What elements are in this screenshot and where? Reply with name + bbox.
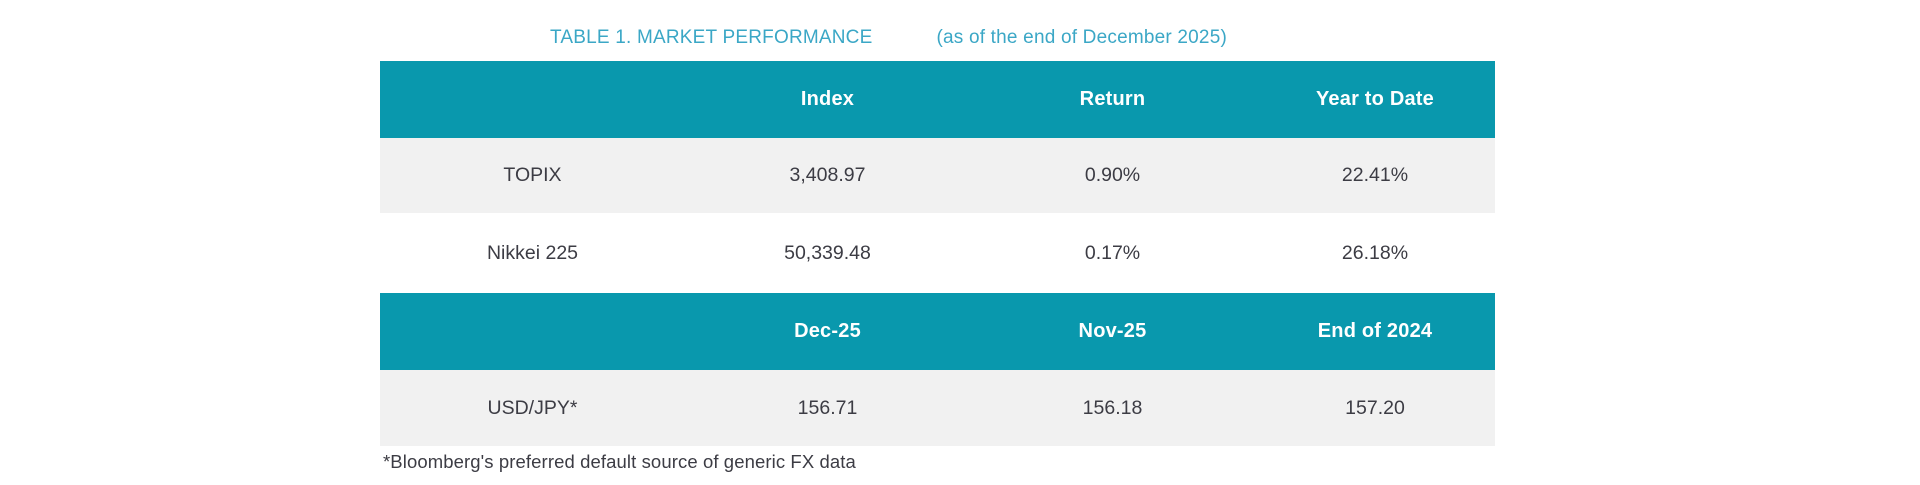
- index-header-return: Return: [1079, 88, 1146, 110]
- fx-header-empty: [380, 293, 685, 370]
- table-row-nikkei: Nikkei 225 50,339.48 0.17% 26.18%: [380, 213, 1495, 293]
- table-row-usdjpy: USD/JPY* 156.71 156.18 157.20: [380, 370, 1495, 446]
- cell-nov25-value: 156.18: [1082, 396, 1143, 419]
- row-label: USD/JPY*: [487, 396, 578, 419]
- cell-return-value: 0.17%: [1084, 241, 1141, 264]
- fx-header-nov25: Nov-25: [1078, 320, 1147, 342]
- table-title-main: TABLE 1. MARKET PERFORMANCE: [550, 27, 873, 48]
- market-performance-table: Index Return Year to Date TOPIX 3,408.97…: [380, 61, 1495, 446]
- table-title: TABLE 1. MARKET PERFORMANCE (as of the e…: [550, 26, 1227, 50]
- fx-header-dec25: Dec-25: [794, 320, 861, 342]
- cell-ytd-value: 26.18%: [1341, 241, 1409, 264]
- row-label: TOPIX: [503, 164, 562, 186]
- cell-return-value: 0.90%: [1084, 164, 1141, 186]
- table-title-asof: (as of the end of December 2025): [936, 27, 1227, 48]
- cell-end2024-value: 157.20: [1345, 396, 1405, 419]
- index-table-header-row: Index Return Year to Date: [380, 61, 1495, 138]
- index-header-ytd: Year to Date: [1315, 88, 1434, 110]
- index-header-index: Index: [800, 88, 855, 110]
- row-label: Nikkei 225: [486, 241, 579, 264]
- footnote: *Bloomberg's preferred default source of…: [383, 451, 856, 472]
- table-row-topix: TOPIX 3,408.97 0.90% 22.41%: [380, 138, 1495, 213]
- fx-header-end2024: End of 2024: [1317, 320, 1433, 342]
- cell-dec25-value: 156.71: [797, 396, 858, 419]
- cell-ytd-value: 22.41%: [1341, 164, 1409, 186]
- index-header-empty: [380, 61, 685, 138]
- cell-index-value: 50,339.48: [784, 241, 871, 264]
- fx-table-header-row: Dec-25 Nov-25 End of 2024: [380, 293, 1495, 370]
- cell-index-value: 3,408.97: [789, 164, 866, 186]
